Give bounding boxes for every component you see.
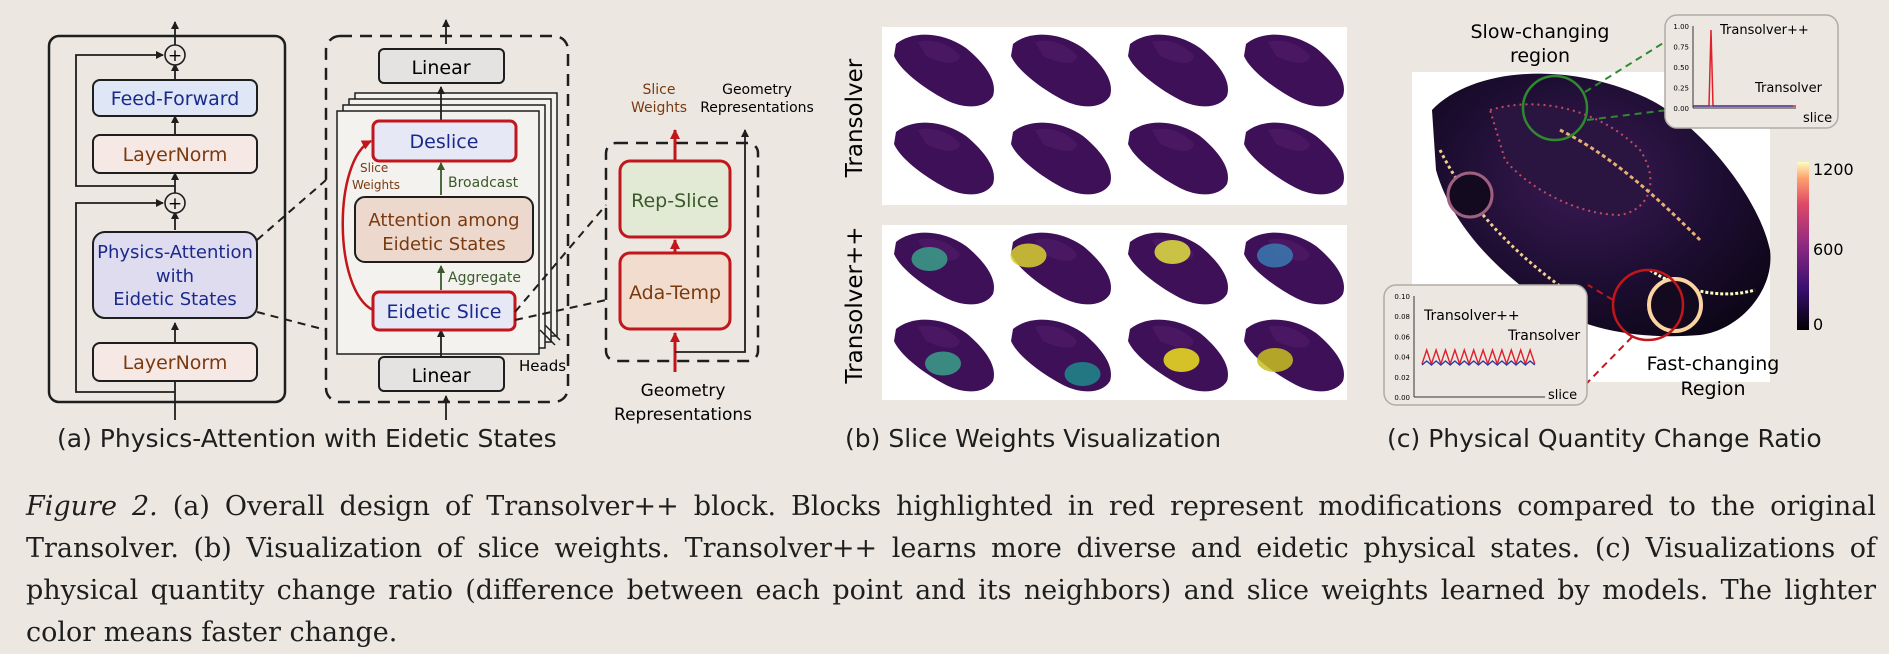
slice-weights-out-1: Slice <box>643 82 676 98</box>
heads-label: Heads <box>519 357 566 375</box>
layernorm-bottom-box: LayerNorm <box>123 352 228 374</box>
big-car-render <box>1432 73 1771 337</box>
colorbar-tick-mid: 600 <box>1813 240 1844 259</box>
transolver-plus-slice-car <box>1244 232 1344 305</box>
row-label-transolver: Transolver <box>842 58 868 178</box>
top-xlabel: slice <box>1803 111 1832 126</box>
top-plot-ytick: 0.50 <box>1673 64 1689 72</box>
transolver-plus-slice-car <box>894 319 994 392</box>
physics-attention-line-3: Eidetic States <box>113 289 237 310</box>
transolver-plus-slice-car <box>1244 319 1344 392</box>
linear-bottom-box: Linear <box>411 365 470 387</box>
transolver-plus-slice-car <box>1128 319 1228 392</box>
eidetic-slice-box: Eidetic Slice <box>386 301 501 323</box>
slow-label-2: region <box>1510 45 1570 67</box>
transolver-slice-car <box>1011 122 1111 195</box>
transolver-trace <box>1421 360 1536 366</box>
bottom-inset-frame <box>1383 284 1588 406</box>
car-grid <box>894 34 1344 392</box>
slice-weights-side-1: Slice <box>360 161 388 175</box>
deslice-box: Deslice <box>410 131 479 153</box>
row-label-transolver-plus: Transolver++ <box>842 226 868 384</box>
rep-slice-box: Rep-Slice <box>631 190 719 212</box>
linear-top-box: Linear <box>411 57 470 79</box>
figure-2-graphic: + + Feed-Forward LayerNorm Physics-Atten… <box>47 14 1854 425</box>
panel-a-caption: (a) Physics-Attention with Eidetic State… <box>57 424 557 453</box>
aggregate-label: Aggregate <box>448 270 521 286</box>
transolver-plus-slice-car <box>1128 232 1228 305</box>
bottom-plot-ytick: 0.02 <box>1394 374 1410 382</box>
feed-forward-box: Feed-Forward <box>111 88 240 110</box>
bottom-inset-plot: 0.10 0.08 0.06 0.04 0.02 0.00 Transolver++ Tran… <box>1394 293 1580 403</box>
colorbar-tick-max: 1200 <box>1813 160 1854 179</box>
panel-c-visualization: Slow-changing region Fast-changing Regio… <box>1383 14 1854 406</box>
geometry-in-1: Geometry <box>641 381 726 401</box>
attention-line-2: Eidetic States <box>382 234 506 255</box>
transolver-slice-car <box>894 34 994 107</box>
layernorm-top-box: LayerNorm <box>123 144 228 166</box>
transolver-plus-slice-car <box>894 232 994 305</box>
top-series-2: Transolver <box>1754 81 1823 96</box>
transolver-slice-car <box>894 122 994 195</box>
top-inset-frame <box>1664 14 1839 129</box>
top-plot-ytick: 0.75 <box>1673 44 1689 52</box>
transolver-slice-car <box>1011 34 1111 107</box>
geometry-out-2: Representations <box>700 100 814 116</box>
bottom-plot-ytick: 0.10 <box>1394 293 1410 301</box>
transolver-slice-car <box>1244 122 1344 195</box>
panel-c-caption: (c) Physical Quantity Change Ratio <box>1387 424 1822 453</box>
geometry-in-2: Representations <box>614 405 752 425</box>
transolver-slice-car <box>1128 34 1228 107</box>
slice-weights-out-2: Weights <box>631 100 687 116</box>
top-inset-plot: 1.00 0.75 0.50 0.25 0.00 Transolver++ Transolv… <box>1673 23 1832 126</box>
fast-label-2: Region <box>1680 378 1745 400</box>
transolver-plus-trace <box>1421 347 1536 367</box>
bottom-series-1: Transolver++ <box>1423 308 1520 324</box>
top-series-1: Transolver++ <box>1719 23 1809 38</box>
bottom-series-2: Transolver <box>1507 328 1580 344</box>
figure-label: Figure 2. <box>26 491 158 522</box>
transolver-slice-car <box>1128 122 1228 195</box>
figure-caption: Figure 2. (a) Overall design of Transolv… <box>26 486 1876 654</box>
bottom-plot-ytick: 0.00 <box>1394 394 1410 402</box>
top-plot-ytick: 0.25 <box>1673 85 1689 93</box>
broadcast-label: Broadcast <box>448 175 519 191</box>
plus-top: + <box>168 46 182 66</box>
panel-b-caption: (b) Slice Weights Visualization <box>845 424 1222 453</box>
bottom-plot-ytick: 0.08 <box>1394 313 1410 321</box>
top-plot-ytick: 1.00 <box>1673 23 1689 31</box>
colorbar <box>1797 162 1809 330</box>
ada-temp-box: Ada-Temp <box>629 282 721 304</box>
slow-label-1: Slow-changing <box>1471 21 1610 43</box>
transolver-plus-slice-car <box>1011 319 1111 392</box>
panel-a-diagram: + + Feed-Forward LayerNorm Physics-Atten… <box>47 19 814 425</box>
fast-label-1: Fast-changing <box>1647 353 1780 375</box>
plus-bottom: + <box>168 194 182 214</box>
attention-line-1: Attention among <box>368 210 519 231</box>
colorbar-tick-min: 0 <box>1813 315 1823 334</box>
bottom-plot-ytick: 0.06 <box>1394 333 1410 341</box>
transolver-slice-car <box>1244 34 1344 107</box>
figure-caption-text: (a) Overall design of Transolver++ block… <box>26 491 1876 648</box>
physics-attention-line-2: with <box>156 266 194 287</box>
geometry-out-1: Geometry <box>722 82 792 98</box>
transolver-plus-slice-car <box>1010 232 1111 305</box>
bottom-xlabel: slice <box>1548 388 1577 403</box>
physics-attention-line-1: Physics-Attention <box>97 242 253 263</box>
slice-weights-side-2: Weights <box>352 178 400 192</box>
panel-b-visualization: Transolver Transolver++ <box>842 27 1347 400</box>
top-plot-ytick: 0.00 <box>1673 105 1689 113</box>
bottom-plot-ytick: 0.04 <box>1394 354 1410 362</box>
